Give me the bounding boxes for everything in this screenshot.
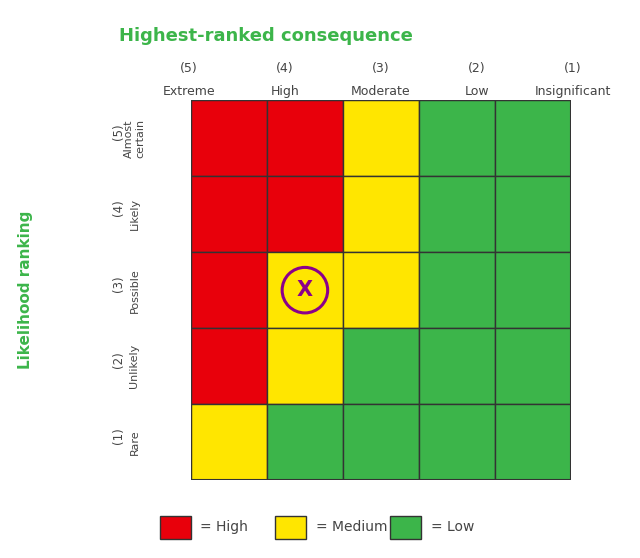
Bar	[191, 404, 267, 480]
Bar	[495, 404, 570, 480]
Bar	[191, 252, 267, 328]
Text: Extreme: Extreme	[163, 85, 215, 98]
Text: (3): (3)	[112, 275, 125, 292]
Bar	[419, 176, 495, 252]
Text: (2): (2)	[468, 62, 486, 75]
Text: Possible: Possible	[129, 268, 140, 312]
Bar	[343, 252, 419, 328]
Text: Moderate: Moderate	[351, 85, 411, 98]
Bar	[267, 404, 343, 480]
Bar	[419, 404, 495, 480]
Text: = Medium: = Medium	[316, 520, 387, 535]
Bar	[343, 176, 419, 252]
Text: (4): (4)	[276, 62, 294, 75]
Bar	[267, 252, 343, 328]
Bar	[267, 176, 343, 252]
Text: (3): (3)	[372, 62, 390, 75]
Text: High: High	[271, 85, 299, 98]
Text: = Low: = Low	[431, 520, 474, 535]
Bar	[495, 176, 570, 252]
Bar	[419, 252, 495, 328]
Bar	[495, 100, 570, 176]
Bar	[343, 404, 419, 480]
Text: (1): (1)	[112, 427, 125, 444]
Text: (4): (4)	[112, 199, 125, 216]
Text: Likelihood ranking: Likelihood ranking	[18, 211, 33, 369]
Bar	[191, 100, 267, 176]
Text: Almost
certain: Almost certain	[124, 119, 145, 158]
Bar	[495, 328, 570, 404]
Bar	[495, 252, 570, 328]
Bar	[343, 328, 419, 404]
Text: X: X	[297, 280, 313, 300]
Bar	[419, 100, 495, 176]
Bar	[191, 176, 267, 252]
Text: Insignificant: Insignificant	[534, 85, 611, 98]
Bar	[419, 328, 495, 404]
Text: Rare: Rare	[129, 429, 140, 455]
Bar	[267, 100, 343, 176]
Bar	[343, 100, 419, 176]
Text: (1): (1)	[564, 62, 582, 75]
Text: Likely: Likely	[129, 198, 140, 230]
Text: (5): (5)	[180, 62, 198, 75]
Text: (5): (5)	[112, 123, 125, 140]
Text: = High: = High	[200, 520, 248, 535]
Text: (2): (2)	[112, 351, 125, 368]
Text: Unlikely: Unlikely	[129, 344, 140, 388]
Text: Highest-ranked consequence: Highest-ranked consequence	[119, 27, 413, 45]
Bar	[267, 328, 343, 404]
Text: Low: Low	[465, 85, 489, 98]
Bar	[191, 328, 267, 404]
